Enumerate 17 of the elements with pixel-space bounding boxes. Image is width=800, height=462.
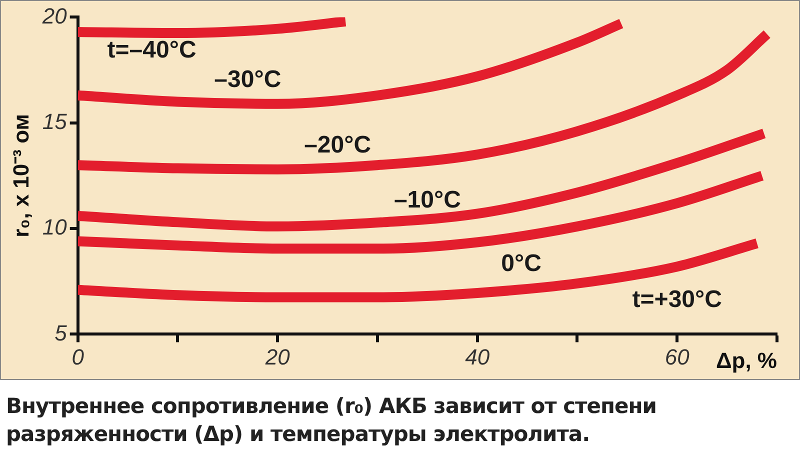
y-tick-label: 10 xyxy=(42,214,68,240)
series-label: t=+30°C xyxy=(632,286,722,314)
y-tick-label: 20 xyxy=(41,3,68,28)
series-label: –30°C xyxy=(214,66,282,94)
series-label: –20°C xyxy=(304,132,372,159)
series-label: t=–40°C xyxy=(107,36,196,64)
x-axis-title: Δp, % xyxy=(716,348,777,373)
x-tick-label: 20 xyxy=(264,344,291,370)
x-tick-label: 40 xyxy=(465,344,490,370)
x-tick-label: 0 xyxy=(72,344,85,370)
series-label: –10°C xyxy=(394,186,461,214)
series-label: 0°C xyxy=(501,250,542,278)
text: Внутреннее сопротивление (r₀) АКБ зависит от степени разряженности (Δp) и температуры электролита. xyxy=(6,393,658,448)
y-tick-label: 15 xyxy=(42,108,68,134)
y-axis-title: r₀, х 10⁻³ ом xyxy=(8,114,34,238)
x-tick-label: 60 xyxy=(664,344,690,370)
y-tick-label: 5 xyxy=(54,320,68,346)
